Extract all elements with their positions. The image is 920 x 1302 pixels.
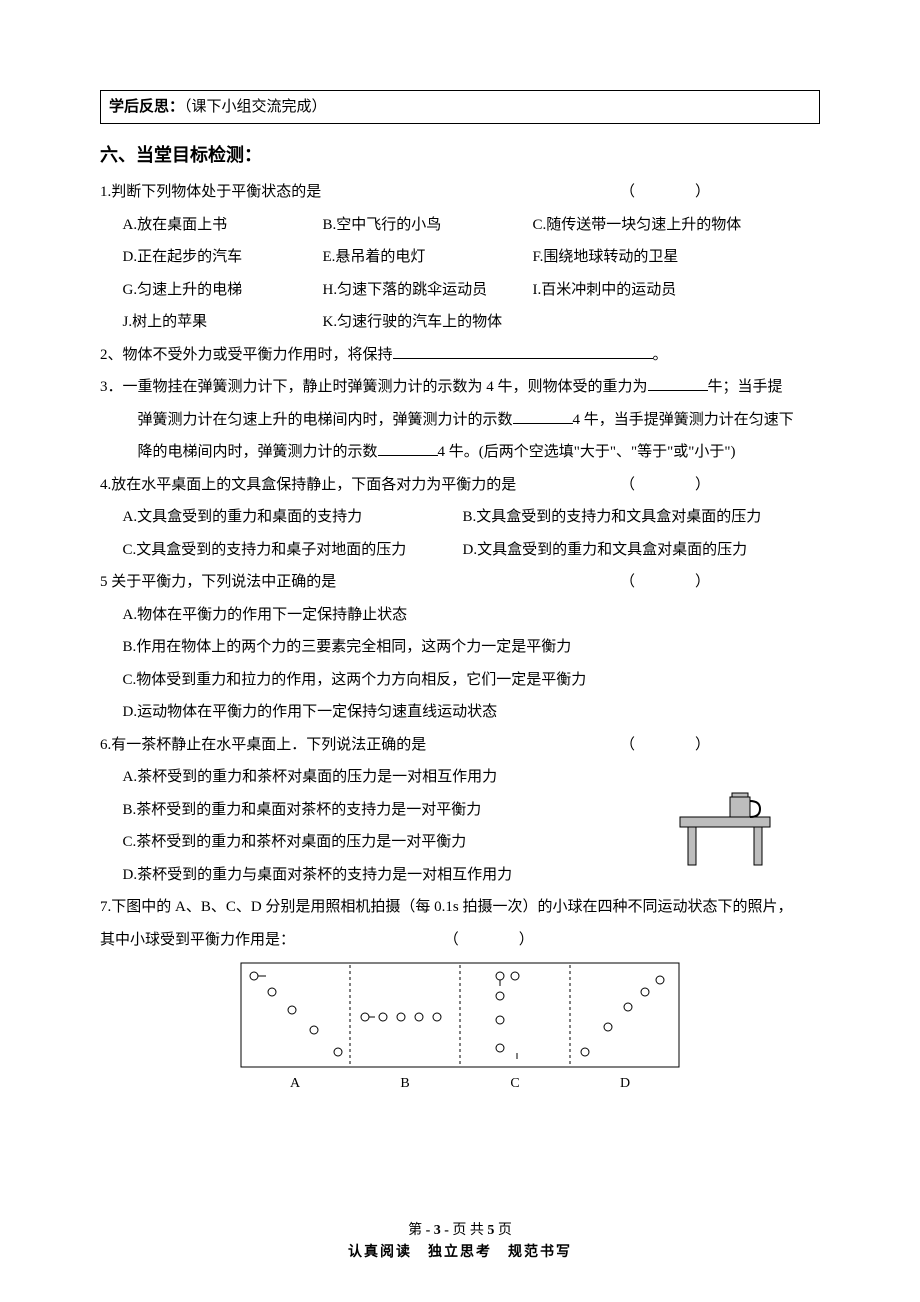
- q2-blank: [393, 343, 653, 359]
- reflection-label: 学后反思：: [109, 99, 184, 115]
- q4-stem: 4.放在水平桌面上的文具盒保持静止，下面各对力为平衡力的是: [100, 471, 620, 500]
- q3-blank: [513, 408, 573, 424]
- q5-opt: B.作用在物体上的两个力的三要素完全相同，这两个力一定是平衡力: [100, 633, 820, 662]
- q7-label-c: C: [510, 1076, 519, 1091]
- q1-opt: F.围绕地球转动的卫星: [533, 243, 821, 272]
- q6: 6.有一茶杯静止在水平桌面上．下列说法正确的是 （ ）: [100, 731, 820, 760]
- q3-blank: [648, 375, 708, 391]
- reflection-text: （课下小组交流完成）: [184, 99, 327, 115]
- q5: 5 关于平衡力，下列说法中正确的是 （ ）: [100, 568, 820, 597]
- footer-text: 页 共: [449, 1223, 488, 1238]
- q1-opt: C.随传送带一块匀速上升的物体: [533, 211, 821, 240]
- q1-opt: [533, 308, 821, 337]
- q6-paren: （ ）: [620, 731, 820, 760]
- footer-slogan: 认真阅读 独立思考 规范书写: [0, 1241, 920, 1262]
- q4-paren: （ ）: [620, 471, 820, 500]
- q4-opts-row: A.文具盒受到的重力和桌面的支持力 B.文具盒受到的支持力和文具盒对桌面的压力: [100, 503, 820, 532]
- q1: 1.判断下列物体处于平衡状态的是 （ ）: [100, 178, 820, 207]
- q3-text: 牛；当手提: [708, 379, 783, 395]
- q4: 4.放在水平桌面上的文具盒保持静止，下面各对力为平衡力的是 （ ）: [100, 471, 820, 500]
- cup-on-table-icon: [670, 789, 780, 869]
- q3-line1: 3．一重物挂在弹簧测力计下，静止时弹簧测力计的示数为 4 牛，则物体受的重力为 牛…: [100, 373, 820, 402]
- q1-opts-row: D.正在起步的汽车 E.悬吊着的电灯 F.围绕地球转动的卫星: [100, 243, 820, 272]
- q4-opt: B.文具盒受到的支持力和文具盒对桌面的压力: [463, 503, 821, 532]
- q6-opt: A.茶杯受到的重力和茶杯对桌面的压力是一对相互作用力: [100, 763, 820, 792]
- q5-stem: 5 关于平衡力，下列说法中正确的是: [100, 568, 620, 597]
- q3-text: 3．一重物挂在弹簧测力计下，静止时弹簧测力计的示数为 4 牛，则物体受的重力为: [100, 379, 648, 395]
- section-title: 六、当堂目标检测：: [100, 138, 820, 172]
- q1-paren: （ ）: [620, 178, 820, 207]
- q2: 2、物体不受外力或受平衡力作用时，将保持 。: [100, 341, 820, 370]
- q1-opts-row: G.匀速上升的电梯 H.匀速下落的跳伞运动员 I.百米冲刺中的运动员: [100, 276, 820, 305]
- q3-text: 4 牛。(后两个空选填"大于"、"等于"或"小于"): [438, 444, 736, 460]
- q1-opts-row: J.树上的苹果 K.匀速行驶的汽车上的物体: [100, 308, 820, 337]
- q3-text: 4 牛，当手提弹簧测力计在匀速下: [573, 412, 794, 428]
- page-footer: 第 - 3 - 页 共 5 页 认真阅读 独立思考 规范书写: [0, 1220, 920, 1262]
- q1-opt: B.空中飞行的小鸟: [323, 211, 533, 240]
- q7-label-d: D: [620, 1076, 630, 1091]
- q7-label-a: A: [290, 1076, 301, 1091]
- q6-stem: 6.有一茶杯静止在水平桌面上．下列说法正确的是: [100, 731, 620, 760]
- q1-opts-row: A.放在桌面上书 B.空中飞行的小鸟 C.随传送带一块匀速上升的物体: [100, 211, 820, 240]
- q1-opt: J.树上的苹果: [123, 308, 323, 337]
- q1-opt: I.百米冲刺中的运动员: [533, 276, 821, 305]
- q3-text: 降的电梯间内时，弹簧测力计的示数: [138, 444, 378, 460]
- q4-opts-row: C.文具盒受到的支持力和桌子对地面的压力 D.文具盒受到的重力和文具盒对桌面的压…: [100, 536, 820, 565]
- q7-line2: 其中小球受到平衡力作用是： （ ）: [100, 926, 820, 955]
- q3-line3: 降的电梯间内时，弹簧测力计的示数 4 牛。(后两个空选填"大于"、"等于"或"小于…: [100, 438, 820, 467]
- footer-text: 第: [408, 1223, 426, 1238]
- q7-line2-text: 其中小球受到平衡力作用是：: [100, 926, 440, 955]
- q6-wrap: 6.有一茶杯静止在水平桌面上．下列说法正确的是 （ ） A.茶杯受到的重力和茶杯…: [100, 731, 820, 890]
- footer-page-current: - 3 -: [426, 1223, 449, 1238]
- q1-opt: K.匀速行驶的汽车上的物体: [323, 308, 533, 337]
- footer-text: 页: [494, 1223, 512, 1238]
- q1-opt: E.悬吊着的电灯: [323, 243, 533, 272]
- q5-opt: C.物体受到重力和拉力的作用，这两个力方向相反，它们一定是平衡力: [100, 666, 820, 695]
- q5-opt: D.运动物体在平衡力的作用下一定保持匀速直线运动状态: [100, 698, 820, 727]
- q7-motion-diagram: A B C D: [240, 962, 680, 1092]
- q1-opt: H.匀速下落的跳伞运动员: [323, 276, 533, 305]
- q1-opt: D.正在起步的汽车: [123, 243, 323, 272]
- q2-pre: 2、物体不受外力或受平衡力作用时，将保持: [100, 347, 393, 363]
- q4-opt: A.文具盒受到的重力和桌面的支持力: [123, 503, 463, 532]
- q7-line1: 7.下图中的 A、B、C、D 分别是用照相机拍摄（每 0.1s 拍摄一次）的小球…: [100, 893, 820, 922]
- q7-label-b: B: [400, 1076, 409, 1091]
- q3-line2: 弹簧测力计在匀速上升的电梯间内时，弹簧测力计的示数 4 牛，当手提弹簧测力计在匀速…: [100, 406, 820, 435]
- q1-stem: 1.判断下列物体处于平衡状态的是: [100, 178, 620, 207]
- q1-opt: G.匀速上升的电梯: [123, 276, 323, 305]
- q4-opt: D.文具盒受到的重力和文具盒对桌面的压力: [463, 536, 821, 565]
- reflection-box: 学后反思：（课下小组交流完成）: [100, 90, 820, 124]
- q4-opt: C.文具盒受到的支持力和桌子对地面的压力: [123, 536, 463, 565]
- q1-opt: A.放在桌面上书: [123, 211, 323, 240]
- q5-opt: A.物体在平衡力的作用下一定保持静止状态: [100, 601, 820, 630]
- q7-paren: （ ）: [444, 932, 534, 948]
- q2-post: 。: [653, 347, 668, 363]
- q3-text: 弹簧测力计在匀速上升的电梯间内时，弹簧测力计的示数: [138, 412, 513, 428]
- q3-blank: [378, 440, 438, 456]
- q5-paren: （ ）: [620, 568, 820, 597]
